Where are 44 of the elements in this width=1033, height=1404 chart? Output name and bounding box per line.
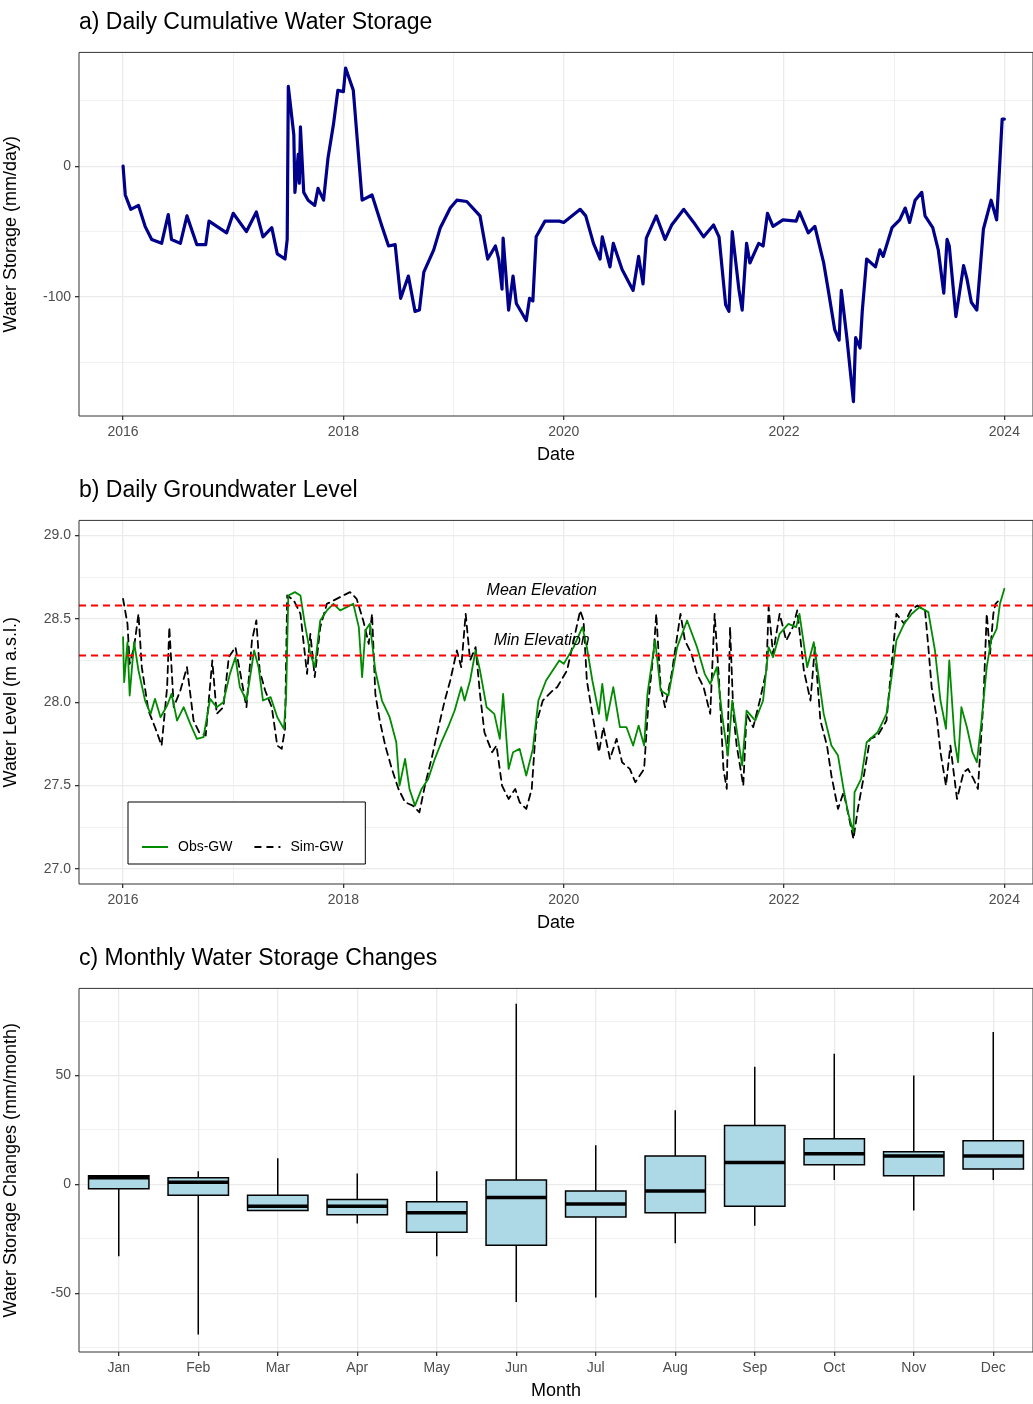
- y-tick-label: 0: [63, 157, 72, 174]
- chart-title: a) Daily Cumulative Water Storage: [79, 8, 433, 35]
- x-tick-label: Oct: [823, 1359, 846, 1376]
- x-tick-label: Feb: [186, 1359, 211, 1376]
- x-tick-label: 2018: [327, 423, 360, 440]
- y-axis-title: Water Storage (mm/day): [0, 136, 20, 333]
- y-tick-label: 0: [63, 1175, 72, 1192]
- x-tick-label: Aug: [662, 1359, 688, 1376]
- y-tick-label: 50: [55, 1066, 72, 1083]
- y-tick-label: -100: [42, 287, 72, 304]
- ref-line-label: Mean Elevation: [486, 580, 597, 598]
- x-axis-title: Date: [536, 912, 576, 933]
- y-tick-label: -50: [50, 1284, 72, 1301]
- x-tick-label: Sep: [742, 1359, 768, 1376]
- x-tick-label: May: [423, 1359, 450, 1376]
- x-tick-label: Jun: [504, 1359, 528, 1376]
- x-tick-label: 2020: [548, 423, 580, 440]
- legend-label: Obs-GW: [178, 837, 234, 854]
- x-axis-title: Date: [536, 444, 576, 465]
- x-tick-label: 2022: [768, 891, 800, 908]
- x-tick-label: Jul: [586, 1359, 605, 1376]
- legend-label: Sim-GW: [290, 837, 345, 854]
- x-tick-label: 2024: [988, 423, 1021, 440]
- x-tick-label: Dec: [980, 1359, 1006, 1376]
- x-tick-label: Mar: [265, 1359, 291, 1376]
- x-tick-label: Nov: [901, 1359, 927, 1376]
- y-tick-label: 28.5: [43, 609, 72, 626]
- y-axis-title: Water Storage Changes (mm/month): [0, 1022, 20, 1318]
- x-tick-label: Jan: [107, 1359, 131, 1376]
- y-tick-label: 27.0: [43, 859, 72, 876]
- chart-title: b) Daily Groundwater Level: [79, 476, 358, 503]
- x-tick-label: 2016: [107, 891, 139, 908]
- y-axis-title: Water Level (m a.s.l.): [0, 617, 20, 788]
- x-tick-label: 2020: [548, 891, 580, 908]
- x-axis-title: Month: [530, 1380, 582, 1401]
- x-tick-label: Apr: [346, 1359, 369, 1376]
- y-tick-label: 27.5: [43, 776, 72, 793]
- chart-title: c) Monthly Water Storage Changes: [79, 944, 438, 971]
- x-tick-label: 2022: [768, 423, 800, 440]
- x-tick-label: 2018: [327, 891, 360, 908]
- y-tick-label: 28.0: [43, 693, 72, 710]
- x-tick-label: 2016: [107, 423, 139, 440]
- y-tick-label: 29.0: [43, 526, 72, 543]
- x-tick-label: 2024: [988, 891, 1021, 908]
